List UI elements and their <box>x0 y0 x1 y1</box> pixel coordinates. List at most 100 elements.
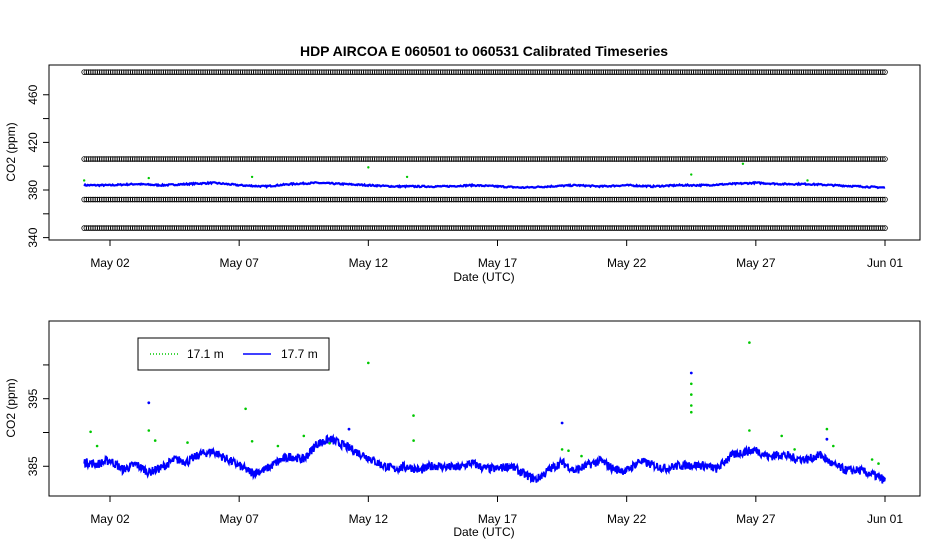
calibration-point <box>853 225 860 231</box>
calibration-point <box>873 225 879 231</box>
calibration-point <box>88 69 94 75</box>
calibration-point <box>198 69 204 75</box>
calibration-point <box>244 196 250 203</box>
calibration-point <box>567 196 574 203</box>
calibration-point <box>818 196 824 203</box>
calibration-point <box>237 69 244 75</box>
calibration-point <box>145 69 151 75</box>
calibration-point <box>235 225 242 231</box>
calibration-point <box>862 225 868 231</box>
calibration-point <box>490 225 497 231</box>
calibration-point <box>336 69 343 75</box>
calibration-point <box>217 156 224 162</box>
calibration-point <box>508 196 514 203</box>
bottom-panel: May 02 May 07 May 12 May 17 May 22 May 27 Jun … <box>4 320 921 539</box>
calibration-point <box>532 225 538 231</box>
bottom-spike-17-7m <box>825 437 829 441</box>
calibration-point <box>118 69 125 75</box>
calibration-point <box>123 69 129 75</box>
calibration-point <box>312 196 319 203</box>
calibration-point <box>215 156 222 162</box>
calibration-point <box>294 196 301 203</box>
calibration-point <box>675 225 681 231</box>
bottom-point-17-1m <box>244 407 247 411</box>
calibration-point <box>114 156 120 162</box>
calibration-point <box>85 69 92 75</box>
calibration-point <box>378 156 385 162</box>
calibration-point <box>578 156 585 162</box>
calibration-point <box>160 69 167 75</box>
calibration-point <box>173 156 180 162</box>
calibration-point <box>398 196 404 203</box>
calibration-point <box>290 225 297 231</box>
calibration-point <box>488 196 495 203</box>
calibration-point <box>195 156 202 162</box>
calibration-point <box>191 156 198 162</box>
calibration-point <box>743 196 750 203</box>
calibration-point <box>444 69 451 75</box>
calibration-point <box>332 225 338 231</box>
calibration-point <box>829 156 835 162</box>
calibration-point <box>391 156 398 162</box>
calibration-point <box>688 69 695 75</box>
calibration-point <box>134 69 140 75</box>
calibration-point <box>475 69 481 75</box>
calibration-point <box>191 196 198 203</box>
calibration-point <box>371 225 378 231</box>
calibration-point <box>567 69 574 75</box>
calibration-point <box>499 156 506 162</box>
calibration-point <box>468 156 475 162</box>
calibration-point <box>88 156 94 162</box>
calibration-point <box>611 156 618 162</box>
calibration-point <box>321 196 327 203</box>
calibration-point <box>409 225 415 231</box>
calibration-point <box>110 196 116 203</box>
calibration-point <box>103 156 109 162</box>
calibration-point <box>402 196 409 203</box>
calibration-point <box>107 196 114 203</box>
calibration-point <box>798 69 805 75</box>
calibration-point <box>666 225 673 231</box>
calibration-point <box>776 156 783 162</box>
calibration-point <box>246 225 253 231</box>
calibration-point <box>149 156 156 162</box>
calibration-point <box>862 156 868 162</box>
calibration-point <box>534 156 541 162</box>
calibration-point <box>862 69 868 75</box>
calibration-point <box>510 225 517 231</box>
calibration-point <box>554 196 560 203</box>
calibration-point <box>110 156 116 162</box>
calibration-point <box>151 69 158 75</box>
calibration-point <box>879 196 886 203</box>
calibration-point <box>180 156 187 162</box>
calibration-point <box>310 225 316 231</box>
calibration-point <box>270 196 277 203</box>
calibration-point <box>785 156 791 162</box>
calibration-point <box>303 156 310 162</box>
calibration-point <box>83 196 90 203</box>
calibration-point <box>807 225 813 231</box>
calibration-point <box>195 196 202 203</box>
calibration-point <box>776 196 783 203</box>
calibration-point <box>490 156 497 162</box>
calibration-point <box>556 156 563 162</box>
calibration-point <box>222 225 228 231</box>
calibration-point <box>217 69 224 75</box>
calibration-point <box>325 196 332 203</box>
calibration-point <box>415 225 422 231</box>
calibration-point <box>464 69 470 75</box>
calibration-point <box>204 225 211 231</box>
calibration-point <box>620 196 626 203</box>
calibration-point <box>787 156 794 162</box>
calibration-point <box>253 156 259 162</box>
calibration-point <box>138 225 145 231</box>
calibration-point <box>213 225 220 231</box>
calibration-point <box>455 196 462 203</box>
calibration-point <box>233 69 239 75</box>
calibration-point <box>270 69 277 75</box>
calibration-point <box>497 225 503 231</box>
calibration-point <box>143 156 149 162</box>
calibration-point <box>110 225 116 231</box>
calibration-point <box>653 69 659 75</box>
calibration-point <box>820 156 827 162</box>
